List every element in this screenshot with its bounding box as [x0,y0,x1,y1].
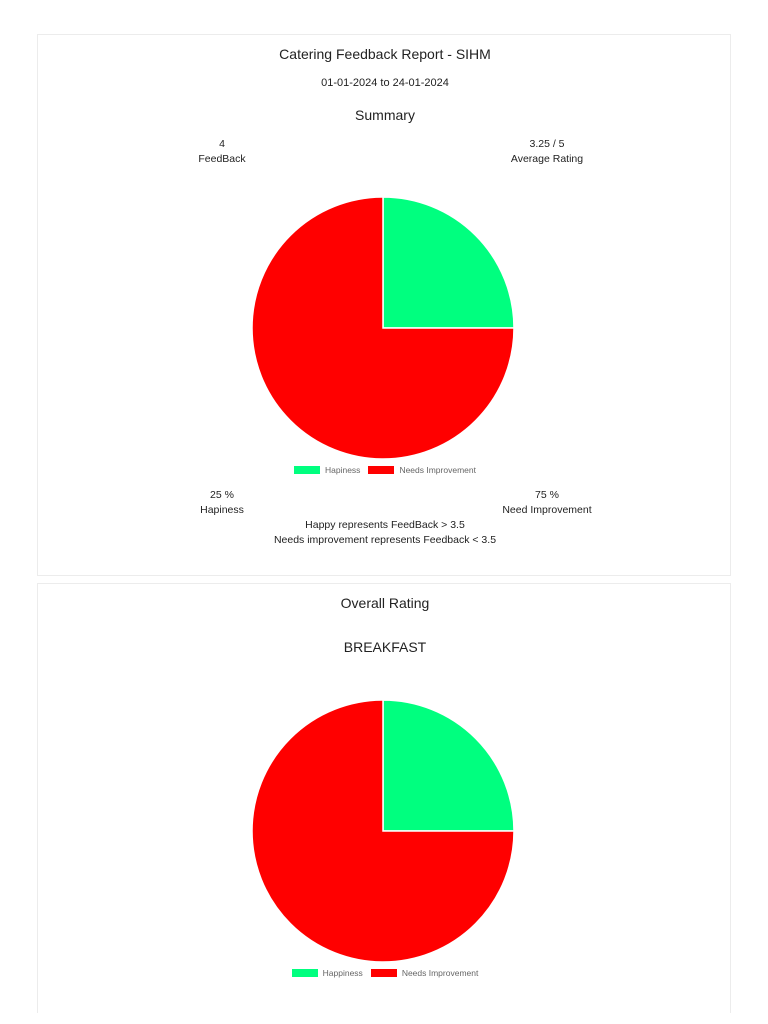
report-title: Catering Feedback Report - SIHM [279,46,491,62]
legend-swatch-needs-improvement [368,466,395,474]
average-rating-stat: 3.25 / 5 Average Rating [487,137,607,167]
summary-heading: Summary [355,107,415,123]
pie-slice-needs-improvement [251,699,515,963]
happiness-label: Hapiness [200,504,244,516]
feedback-count: 4 [219,138,225,150]
feedback-label: FeedBack [198,153,246,165]
summary-card: Catering Feedback Report - SIHM 01-01-20… [37,34,731,576]
summary-pie-legend: Hapiness Needs Improvement [38,465,732,475]
legend-label: Hapiness [325,465,361,475]
need-improvement-stat: 75 % Need Improvement [487,488,607,518]
legend-item: Hapiness [294,465,360,475]
need-improvement-label: Need Improvement [502,504,592,516]
note-needs-improvement: Needs improvement represents Feedback < … [273,534,497,546]
legend-label: Needs Improvement [399,465,476,475]
legend-swatch-needs-improvement [370,969,397,977]
legend-item: Needs Improvement [368,465,476,475]
legend-item: Needs Improvement [370,968,479,978]
overall-rating-card: Overall Rating BREAKFAST Happiness Needs… [37,583,731,1013]
summary-pie-chart [251,196,515,460]
average-rating-label: Average Rating [510,153,584,165]
date-range: 01-01-2024 to 24-01-2024 [321,77,449,89]
pie-slice-happiness [382,699,515,832]
legend-label: Happiness [322,968,363,978]
breakfast-pie-chart [251,699,515,963]
need-improvement-percent: 75 % [535,489,559,501]
breakfast-pie-legend: Happiness Needs Improvement [38,968,732,978]
pie-slice-needs-improvement [251,196,515,460]
happiness-percent: 25 % [210,489,234,501]
pie-slice-hapiness [382,196,515,329]
feedback-stat: 4 FeedBack [172,137,272,167]
legend-item: Happiness [291,968,363,978]
note-happy: Happy represents FeedBack > 3.5 [305,519,465,531]
legend-label: Needs Improvement [401,968,479,978]
happiness-stat: 25 % Hapiness [172,488,272,518]
legend-swatch-happy [291,969,318,977]
overall-rating-heading: Overall Rating [340,595,430,611]
meal-title: BREAKFAST [343,639,427,655]
legend-swatch-happy [294,466,320,474]
average-rating-value: 3.25 / 5 [529,138,565,150]
